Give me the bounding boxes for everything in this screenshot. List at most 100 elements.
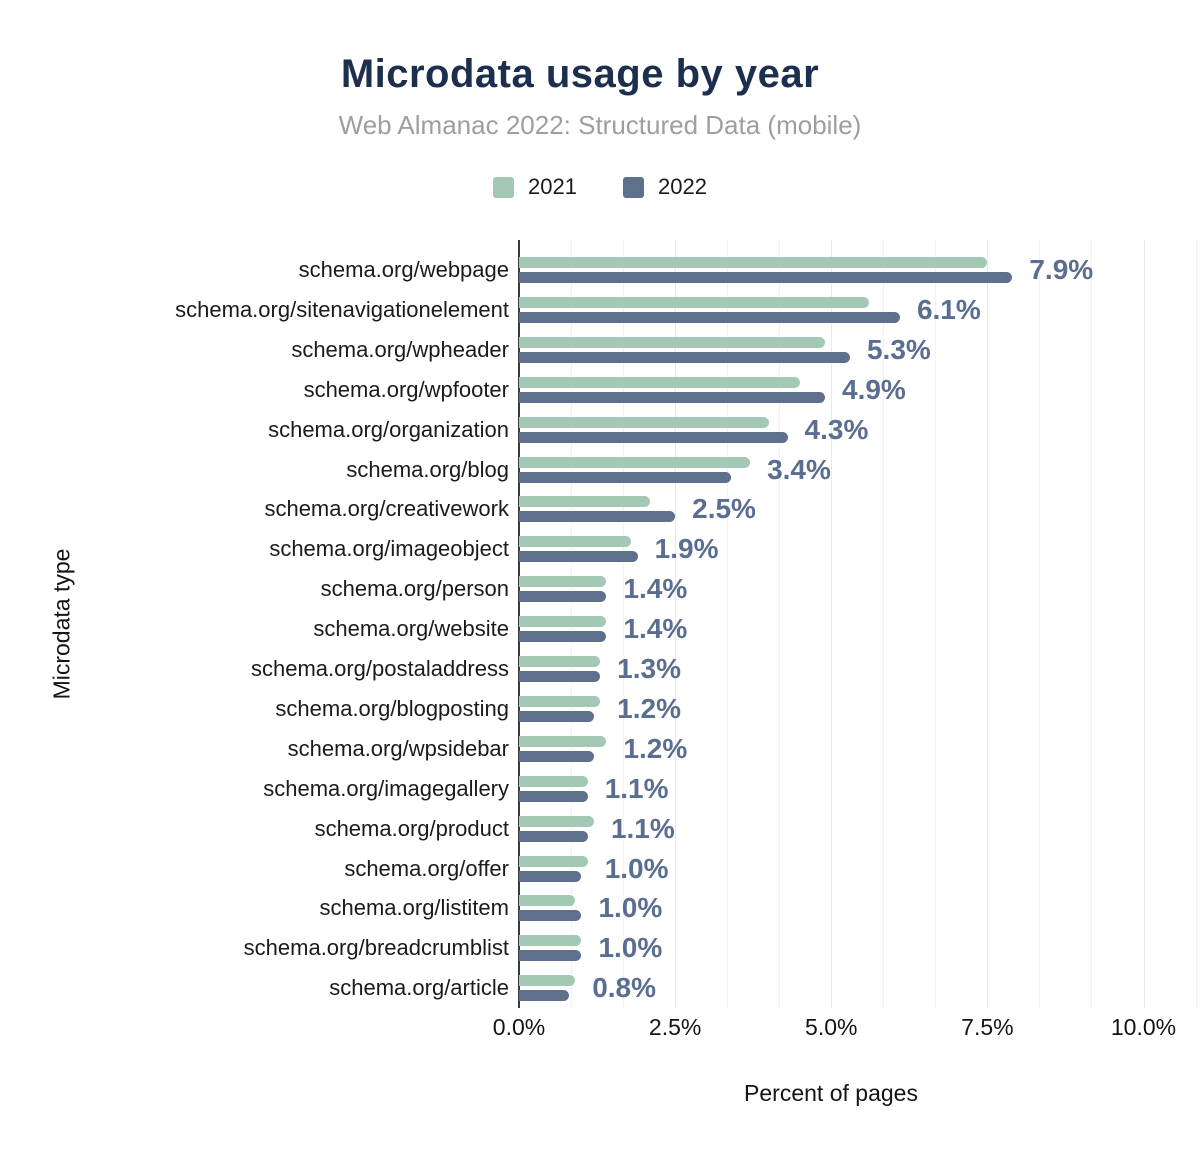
bar-2021 [519,935,582,947]
chart-subtitle: Web Almanac 2022: Structured Data (mobil… [338,110,862,140]
legend-item-2021: 2021 [493,174,577,200]
value-label: 3.4% [767,453,831,485]
gridline-minor [935,240,937,1008]
value-label: 1.9% [654,533,719,565]
bar-2021 [519,456,751,468]
gridline-major [831,240,833,1008]
bar-2022 [519,391,825,403]
value-label: 6.1% [916,293,981,325]
bar-2021 [519,656,601,667]
gridline-minor [1091,240,1093,1008]
bar-2022 [519,631,607,643]
value-label: 2.5% [692,493,756,525]
category-label: schema.org/imageobject [269,536,509,562]
bar-2021 [519,616,607,628]
category-label: schema.org/person [320,576,509,602]
gridline-minor [1039,240,1041,1008]
value-label: 5.3% [866,333,931,365]
gridline-minor [779,240,781,1008]
value-label: 1.0% [604,852,669,884]
bar-2021 [519,576,607,588]
category-label: schema.org/offer [344,855,509,881]
bar-2021 [519,496,651,508]
bar-2022 [519,471,732,483]
bar-2022 [519,351,850,363]
bar-2021 [519,895,576,907]
gridline-major [675,240,677,1008]
y-axis-title: Microdata type [48,548,75,700]
value-label: 1.2% [617,692,681,724]
category-label: schema.org/wpheader [291,336,509,362]
category-label: schema.org/postaladdress [250,656,509,681]
value-label: 1.0% [598,932,663,964]
bar-2021 [519,975,576,987]
bar-2022 [519,272,1013,283]
bar-2022 [519,710,594,722]
legend-swatch-2022-icon [623,176,644,198]
value-label: 1.4% [623,573,688,605]
bar-2022 [519,790,588,802]
gridline-minor [623,240,625,1008]
bar-2021 [519,695,601,707]
bar-2022 [519,870,582,882]
bar-2022 [519,990,569,1002]
bar-2022 [519,431,788,443]
category-label: schema.org/webpage [298,257,509,282]
gridline-minor [883,240,885,1008]
category-label: schema.org/wpfooter [303,376,509,402]
gridline-minor [1195,240,1197,1008]
category-label: schema.org/article [329,975,509,1001]
bar-2022 [519,671,601,682]
bar-2022 [519,830,588,842]
value-label: 7.9% [1029,254,1094,285]
value-label: 1.1% [604,772,669,804]
value-label: 1.0% [598,892,663,924]
gridline-major [1143,240,1145,1008]
bar-2021 [519,257,988,268]
category-label: schema.org/breadcrumblist [243,935,509,961]
category-label: schema.org/organization [268,416,509,442]
x-tick-label: 2.5% [648,1014,702,1040]
x-tick-label: 5.0% [805,1014,858,1040]
bar-2021 [519,336,825,348]
value-label: 0.8% [592,972,657,1004]
bar-2022 [519,551,638,563]
bar-2021 [519,416,769,428]
bar-2022 [519,591,607,603]
bar-2021 [519,536,632,548]
bar-2021 [519,815,594,827]
value-label: 4.3% [804,413,869,445]
legend-label-2022: 2022 [658,174,707,199]
chart-title: Microdata usage by year [340,52,820,96]
legend-label-2021: 2021 [528,174,577,199]
category-label: schema.org/website [313,616,509,642]
bar-2021 [519,775,588,787]
bar-2022 [519,511,676,523]
category-label: schema.org/creativework [264,496,509,522]
bar-2021 [519,735,607,747]
gridline-minor [727,240,729,1008]
value-label: 1.4% [623,613,688,645]
bar-2021 [519,296,869,308]
x-axis-title: Percent of pages [744,1080,918,1106]
legend-swatch-2021-icon [493,176,515,198]
value-label: 1.2% [623,732,688,764]
category-label: schema.org/product [314,815,509,841]
category-label: schema.org/sitenavigationelement [175,296,509,322]
bar-2022 [519,910,582,922]
category-label: schema.org/blog [346,456,509,482]
value-label: 4.9% [842,373,906,405]
legend: 2021 2022 [0,174,1200,200]
bar-2022 [519,311,900,323]
x-tick-label: 7.5% [961,1014,1014,1040]
gridline-major [987,240,989,1008]
category-label: schema.org/blogposting [275,695,509,721]
legend-item-2022: 2022 [623,174,707,200]
x-tick-label: 10.0% [1110,1014,1177,1040]
category-label: schema.org/listitem [319,895,509,921]
bar-2022 [519,950,582,962]
bar-2022 [519,750,594,762]
bar-2021 [519,855,588,867]
